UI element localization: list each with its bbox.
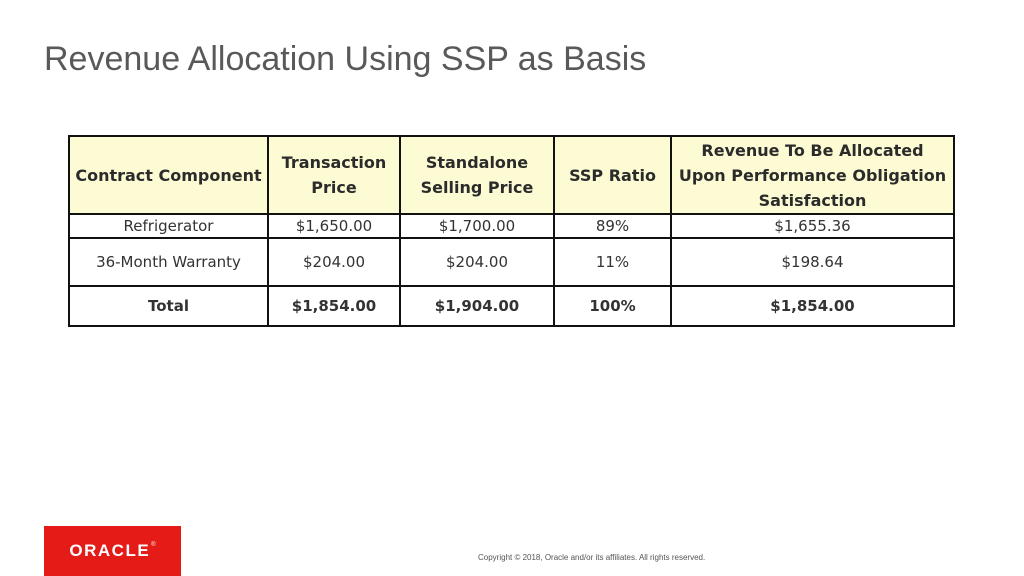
cell-component: Refrigerator <box>68 213 269 239</box>
header-transaction-price: Transaction Price <box>267 135 401 215</box>
total-row: Total $1,854.00 $1,904.00 100% $1,854.00 <box>68 285 955 327</box>
table-row: 36-Month Warranty $204.00 $204.00 11% $1… <box>68 237 955 287</box>
oracle-logo: ORACLE ® <box>44 526 181 576</box>
header-standalone-selling-price: Standalone Selling Price <box>399 135 555 215</box>
cell-transaction-price: $204.00 <box>267 237 401 287</box>
cell-revenue-allocated: $1,655.36 <box>670 213 955 239</box>
revenue-allocation-table: Contract Component Transaction Price Sta… <box>68 135 955 327</box>
cell-total-ssp-ratio: 100% <box>553 285 672 327</box>
cell-standalone-price: $204.00 <box>399 237 555 287</box>
cell-component: 36-Month Warranty <box>68 237 269 287</box>
slide-title: Revenue Allocation Using SSP as Basis <box>44 40 647 78</box>
table-row: Refrigerator $1,650.00 $1,700.00 89% $1,… <box>68 213 955 239</box>
cell-total-transaction-price: $1,854.00 <box>267 285 401 327</box>
cell-standalone-price: $1,700.00 <box>399 213 555 239</box>
header-revenue-allocated: Revenue To Be Allocated Upon Performance… <box>670 135 955 215</box>
registered-mark: ® <box>151 542 156 548</box>
cell-total-label: Total <box>68 285 269 327</box>
cell-total-revenue-allocated: $1,854.00 <box>670 285 955 327</box>
header-ssp-ratio: SSP Ratio <box>553 135 672 215</box>
header-row: Contract Component Transaction Price Sta… <box>68 135 955 215</box>
cell-ssp-ratio: 11% <box>553 237 672 287</box>
cell-transaction-price: $1,650.00 <box>267 213 401 239</box>
header-contract-component: Contract Component <box>68 135 269 215</box>
cell-total-standalone-price: $1,904.00 <box>399 285 555 327</box>
cell-revenue-allocated: $198.64 <box>670 237 955 287</box>
oracle-logo-text: ORACLE <box>69 541 151 560</box>
copyright-notice: Copyright © 2018, Oracle and/or its affi… <box>478 553 706 562</box>
cell-ssp-ratio: 89% <box>553 213 672 239</box>
